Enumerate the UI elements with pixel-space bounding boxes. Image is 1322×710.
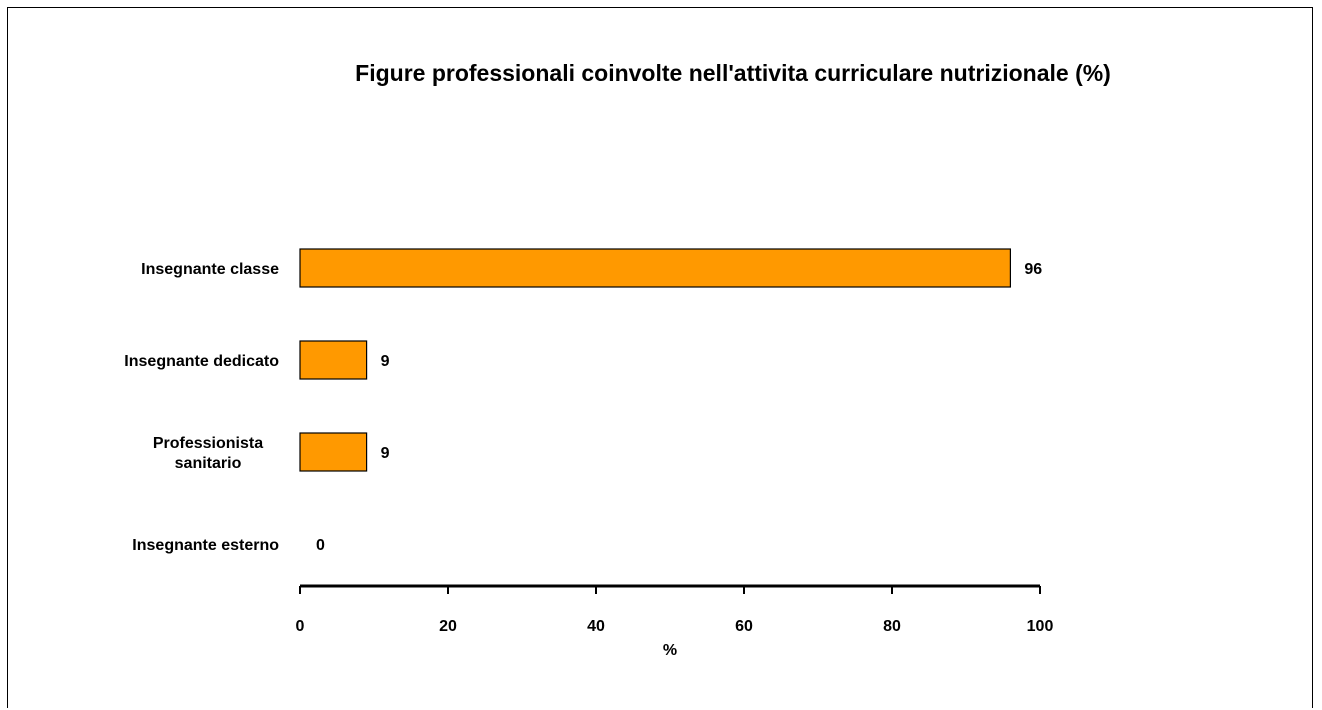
chart-title: Figure professionali coinvolte nell'atti… (355, 60, 1111, 86)
category-label: Insegnante esterno (132, 537, 279, 554)
data-label: 96 (1024, 261, 1042, 278)
bar (299, 432, 368, 472)
bar (299, 248, 1012, 288)
data-label: 9 (381, 353, 390, 370)
category-label: Insegnante dedicato (124, 353, 279, 370)
x-tick-label: 60 (735, 618, 753, 635)
category-label: Professionista sanitario (153, 435, 263, 472)
x-tick-label: 100 (1027, 618, 1054, 635)
chart-frame (7, 7, 1313, 708)
data-label: 9 (381, 445, 390, 462)
category-label: Insegnante classe (141, 261, 279, 278)
data-label: 0 (316, 537, 325, 554)
x-tick-label: 20 (439, 618, 457, 635)
x-tick-label: 40 (587, 618, 605, 635)
x-tick-label: 0 (296, 618, 305, 635)
bar (299, 340, 368, 380)
x-tick-label: 80 (883, 618, 901, 635)
x-axis-label: % (663, 642, 677, 659)
